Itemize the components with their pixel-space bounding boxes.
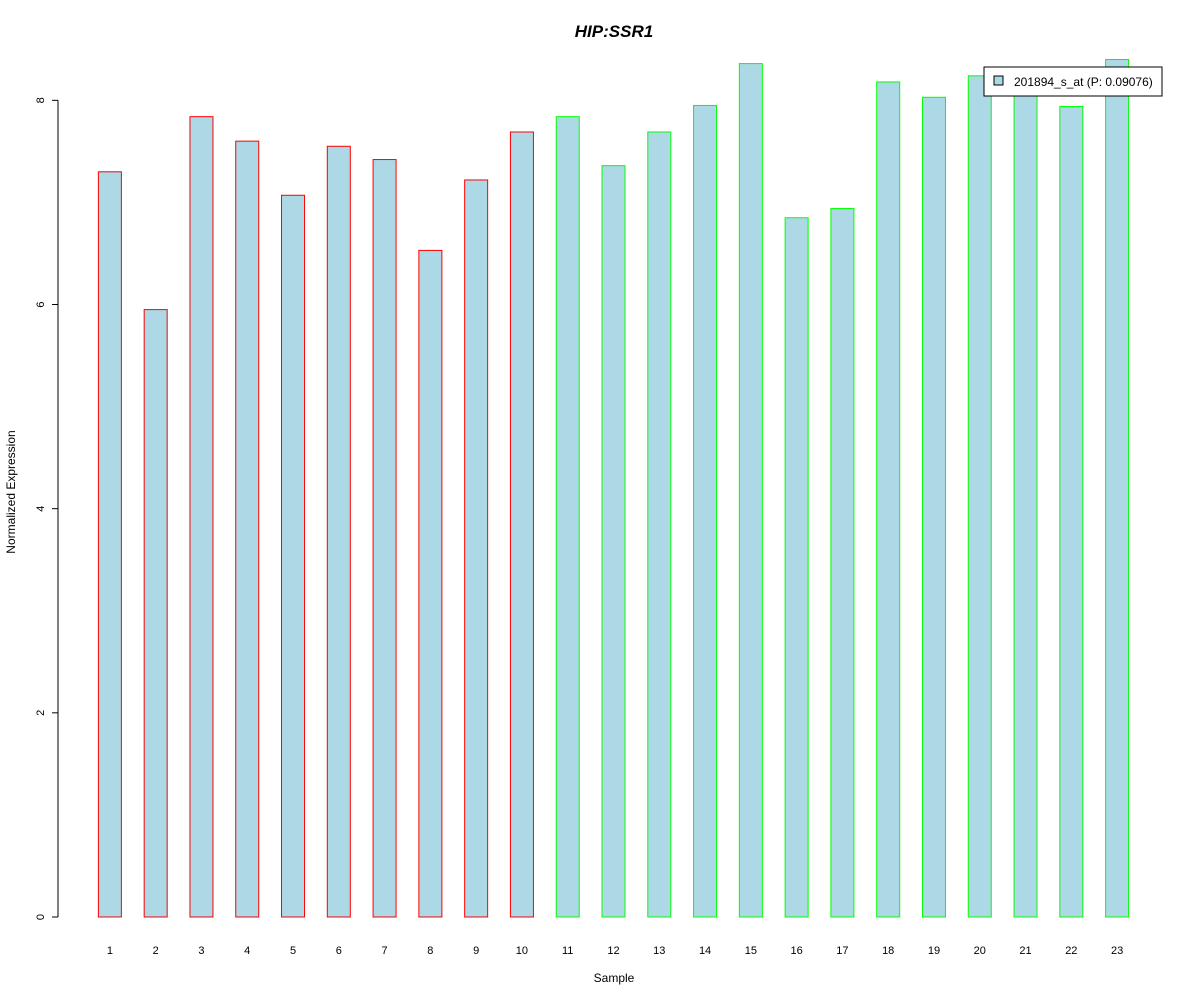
y-tick-label: 4 <box>35 506 47 512</box>
x-tick-label: 21 <box>1019 945 1031 957</box>
bar-sample-8 <box>418 249 443 918</box>
x-tick-labels: 1 2 3 4 5 6 7 8 9 10 11 12 13 14 15 16 17 18 19 20 21 22 23 <box>107 945 1123 957</box>
x-tick-label: 2 <box>153 945 159 957</box>
x-tick-label: 7 <box>382 945 388 957</box>
x-tick-label: 8 <box>427 945 433 957</box>
bar-sample-18 <box>876 81 901 918</box>
x-tick-label: 10 <box>516 945 528 957</box>
bar-sample-7 <box>372 159 397 918</box>
bar-sample-15 <box>738 63 763 918</box>
y-axis: 0 2 4 6 8 <box>35 97 59 920</box>
bar-sample-9 <box>464 179 489 918</box>
legend: 201894_s_at (P: 0.09076) <box>983 66 1163 97</box>
y-tick-label: 8 <box>35 97 47 103</box>
bar-sample-10 <box>509 131 534 918</box>
bar-sample-6 <box>326 145 351 918</box>
x-tick-label: 22 <box>1065 945 1077 957</box>
bar-sample-19 <box>921 96 946 918</box>
x-tick-label: 20 <box>974 945 986 957</box>
x-tick-label: 14 <box>699 945 711 957</box>
bar-sample-14 <box>693 104 718 918</box>
x-tick-label: 23 <box>1111 945 1123 957</box>
x-tick-label: 11 <box>562 945 573 957</box>
y-tick-label: 6 <box>35 301 47 307</box>
x-axis-label: Sample <box>594 971 635 985</box>
bar-sample-17 <box>830 208 855 918</box>
legend-entry-label: 201894_s_at (P: 0.09076) <box>1014 75 1153 89</box>
x-tick-label: 18 <box>882 945 894 957</box>
bar-sample-5 <box>281 194 306 918</box>
x-tick-label: 17 <box>836 945 848 957</box>
bar-sample-4 <box>235 140 260 918</box>
x-tick-label: 4 <box>244 945 250 957</box>
x-tick-label: 1 <box>107 945 113 957</box>
x-tick-label: 3 <box>198 945 204 957</box>
bar-sample-12 <box>601 165 626 918</box>
x-tick-label: 6 <box>336 945 342 957</box>
chart-title: HIP:SSR1 <box>575 22 653 41</box>
x-tick-label: 15 <box>745 945 757 957</box>
x-tick-label: 16 <box>791 945 803 957</box>
x-tick-label: 5 <box>290 945 296 957</box>
bar-sample-11 <box>555 116 580 918</box>
bar-sample-23 <box>1105 59 1130 918</box>
x-tick-label: 9 <box>473 945 479 957</box>
bar-sample-1 <box>97 171 122 918</box>
y-axis-label: Normalized Expression <box>4 430 18 553</box>
bar-sample-21 <box>1013 90 1038 918</box>
x-tick-label: 12 <box>607 945 619 957</box>
bar-sample-2 <box>143 309 168 918</box>
bar-sample-13 <box>647 131 672 918</box>
y-tick-label: 0 <box>35 914 47 920</box>
legend-box <box>983 66 1163 97</box>
bar-sample-22 <box>1059 105 1084 918</box>
y-tick-label: 2 <box>35 710 47 716</box>
bars-group <box>97 59 1130 918</box>
bar-sample-20 <box>967 75 992 918</box>
bar-sample-16 <box>784 217 809 918</box>
legend-swatch <box>993 75 1004 86</box>
x-tick-label: 19 <box>928 945 940 957</box>
bar-sample-3 <box>189 116 214 918</box>
x-tick-label: 13 <box>653 945 665 957</box>
